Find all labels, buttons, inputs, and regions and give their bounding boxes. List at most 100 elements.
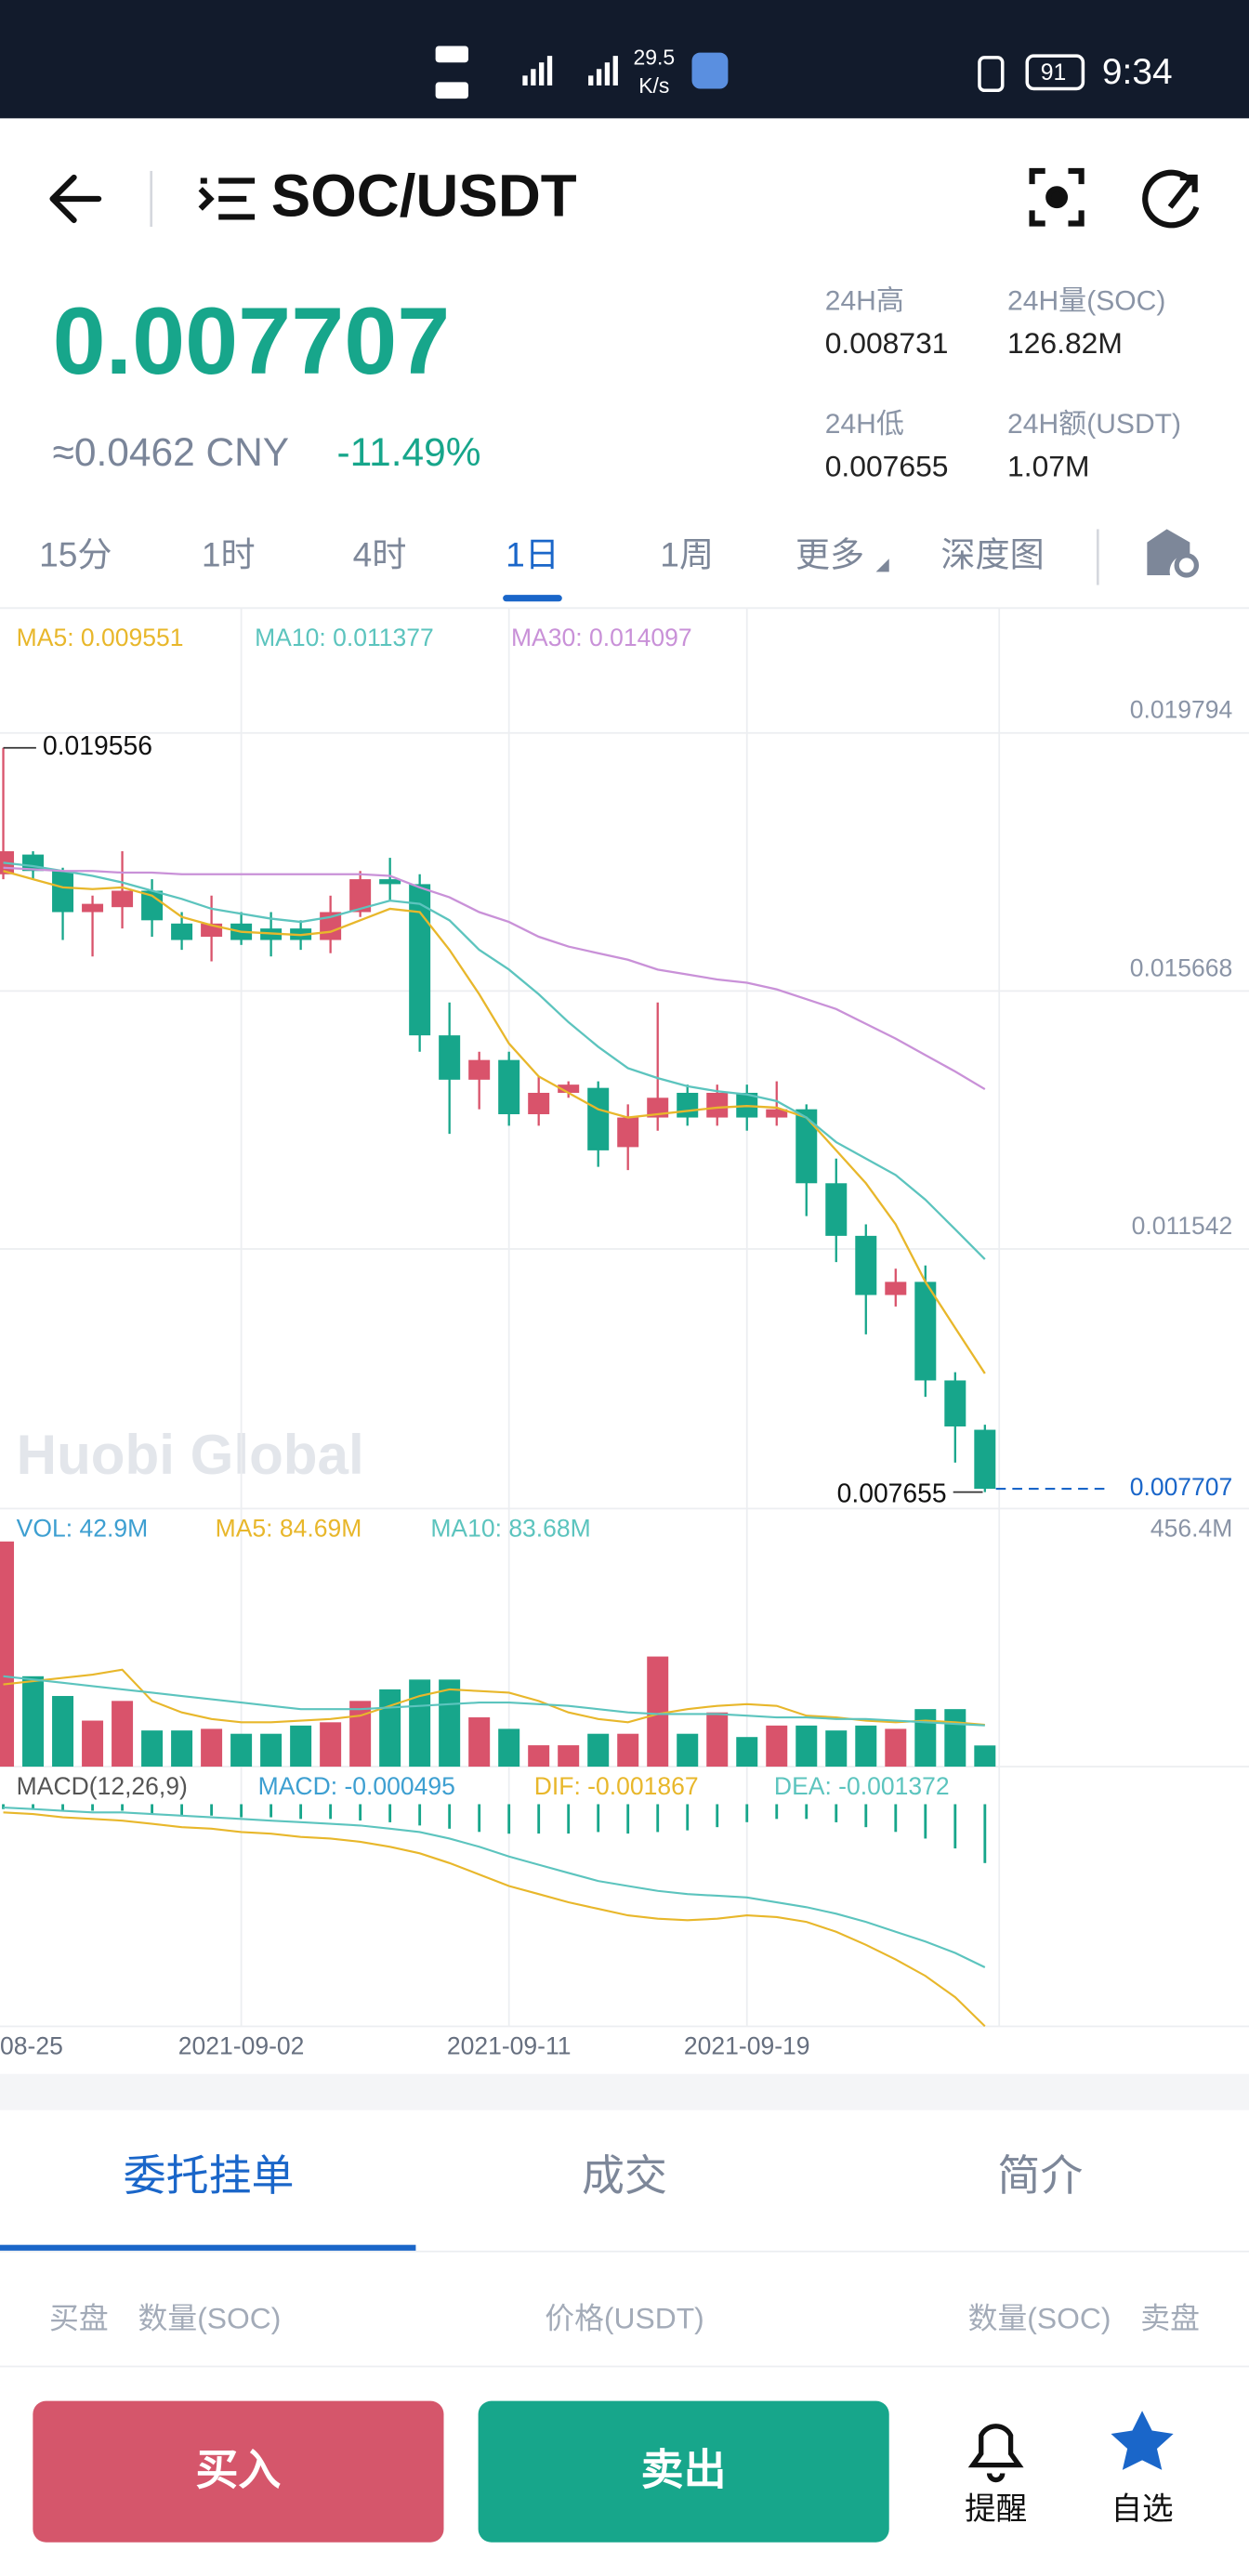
book-header: 价格(USDT) — [545, 2301, 703, 2334]
candle-body — [766, 1109, 788, 1118]
stat-value: 0.007655 — [825, 449, 949, 482]
stat-label: 24H低 — [825, 409, 904, 440]
stat-value: 126.82M — [1007, 326, 1123, 360]
volume-bar — [52, 1696, 74, 1768]
x-tick-label: 2021-09-02 — [178, 2031, 305, 2059]
candle-body — [617, 1117, 639, 1148]
legend-entry: MA30: 0.014097 — [511, 624, 692, 651]
vibrate-icon — [978, 56, 1005, 93]
volume-bar — [201, 1728, 223, 1768]
book-header: 卖盘 — [1140, 2301, 1200, 2334]
volume-bar — [439, 1679, 461, 1768]
legend-entry: MA5: 84.69M — [216, 1514, 362, 1542]
stat-label: 24H高 — [825, 285, 904, 316]
interval-tab[interactable]: 1日 — [506, 534, 559, 573]
volume-bar — [825, 1730, 848, 1768]
interval-tab[interactable]: 深度图 — [940, 534, 1044, 573]
volume-bar — [0, 1541, 15, 1768]
order-tab[interactable]: 简介 — [997, 2151, 1083, 2200]
candle-body — [914, 1281, 937, 1381]
alert-button[interactable] — [967, 2424, 1024, 2483]
candle-body — [82, 903, 104, 913]
pair-title: SOC/USDT — [271, 164, 577, 230]
buy-button[interactable] — [33, 2400, 444, 2543]
volume-bar — [230, 1733, 253, 1768]
stat-label: 24H量(SOC) — [1007, 285, 1165, 316]
candle-body — [855, 1235, 877, 1295]
candle-body — [498, 1059, 520, 1114]
macd-line — [3, 1811, 986, 2028]
last-price: 0.007707 — [53, 287, 451, 394]
order-tab[interactable]: 委托挂单 — [124, 2151, 295, 2200]
favorite-button[interactable] — [1111, 2411, 1174, 2470]
menu-icon[interactable] — [198, 177, 256, 220]
volume-bar — [706, 1712, 729, 1768]
volume-bar — [468, 1717, 491, 1768]
volume-bar — [855, 1725, 877, 1768]
sell-button[interactable] — [478, 2400, 889, 2543]
min-label: 0.007655 — [837, 1479, 947, 1508]
order-tab[interactable]: 成交 — [582, 2151, 667, 2200]
volume-bar — [320, 1722, 342, 1768]
interval-tab[interactable]: 1时 — [202, 534, 256, 573]
x-tick-label: 2021-09-11 — [447, 2031, 572, 2059]
last-price-label: 0.007707 — [1130, 1473, 1233, 1501]
interval-tab[interactable]: 15分 — [39, 534, 112, 573]
volume-bar — [736, 1737, 758, 1768]
candle-body — [112, 890, 134, 908]
legend-entry: MACD: -0.000495 — [258, 1772, 455, 1800]
volume-bar — [944, 1709, 966, 1768]
volume-bar — [795, 1725, 818, 1768]
candle-body — [558, 1084, 580, 1093]
book-header: 数量(SOC) — [968, 2301, 1111, 2334]
volume-bar — [379, 1689, 401, 1768]
signal-icons — [435, 46, 729, 99]
candle-body — [141, 890, 164, 921]
macd-label: MACD(12,26,9) — [17, 1772, 188, 1800]
net-speed-unit: K/s — [638, 73, 669, 98]
interval-tab[interactable]: 更多 — [795, 534, 864, 573]
volume-bar — [260, 1733, 283, 1768]
candle-body — [706, 1092, 729, 1118]
x-tick-label: 08-25 — [0, 2031, 63, 2059]
alert-label: 提醒 — [965, 2491, 1027, 2527]
volume-bar — [914, 1709, 937, 1768]
volume-bar — [349, 1701, 372, 1768]
ma-line — [3, 861, 986, 1260]
section-gap — [0, 2073, 1249, 2110]
volume-bar — [141, 1730, 164, 1768]
stat-value: 1.07M — [1007, 449, 1089, 482]
volume-bar — [171, 1730, 193, 1768]
volume-label: VOL: 42.9M — [17, 1514, 149, 1542]
chart-settings-icon[interactable] — [1147, 529, 1200, 578]
volume-bar — [112, 1701, 134, 1768]
book-header: 数量(SOC) — [138, 2301, 282, 2334]
volume-bar — [558, 1745, 580, 1768]
stat-value: 0.008731 — [825, 326, 949, 360]
y-tick-label: 0.015668 — [1130, 953, 1233, 981]
interval-tab[interactable]: 4时 — [353, 534, 407, 573]
scan-icon[interactable] — [1029, 167, 1085, 227]
candle-body — [528, 1092, 550, 1114]
volume-bar — [409, 1679, 431, 1768]
watermark: Huobi Global — [17, 1424, 364, 1486]
candle-body — [52, 871, 74, 913]
candle-body — [409, 884, 431, 1036]
back-button[interactable] — [49, 174, 102, 224]
volume-bar — [587, 1733, 610, 1768]
candle-body — [677, 1092, 699, 1118]
legend-entry: MA10: 0.011377 — [255, 624, 434, 651]
volume-bar — [22, 1676, 45, 1768]
active-underline — [0, 2244, 416, 2252]
share-icon[interactable] — [1142, 169, 1200, 229]
ma-line — [3, 870, 986, 1374]
change-percent: -11.49% — [337, 430, 481, 474]
active-underline — [503, 595, 562, 602]
volume-ma-line — [3, 1668, 985, 1727]
interval-tab[interactable]: 1周 — [660, 534, 714, 573]
clock: 9:34 — [1102, 52, 1173, 92]
candle-body — [944, 1380, 966, 1426]
volume-bar — [647, 1656, 669, 1768]
candle-body — [885, 1281, 907, 1295]
